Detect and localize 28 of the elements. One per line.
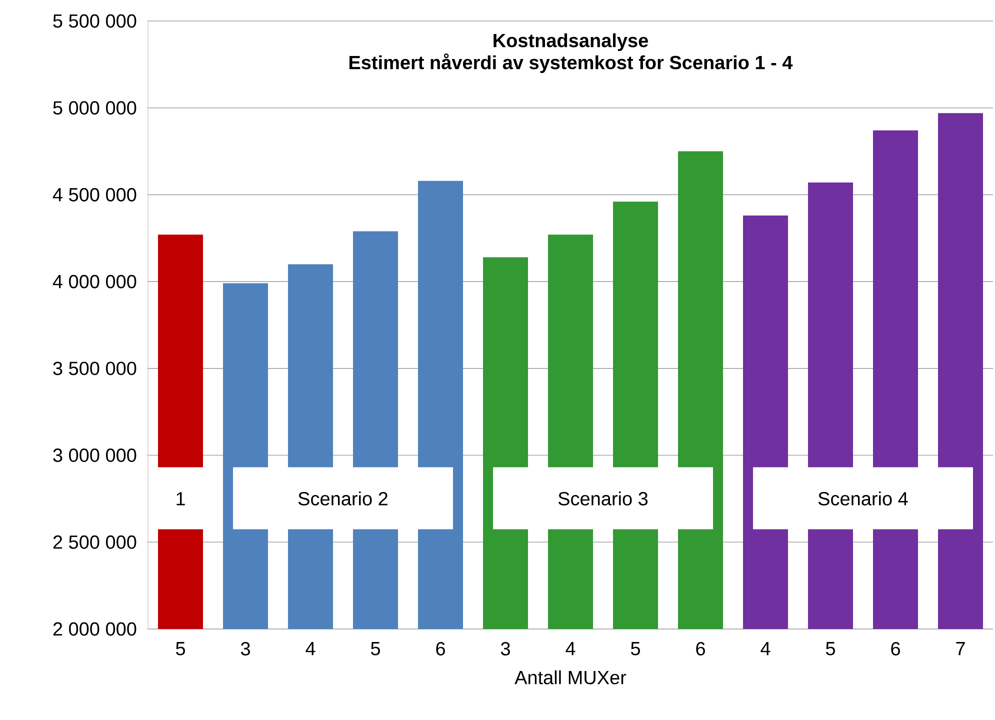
x-tick-label: 4 (306, 642, 316, 656)
y-tick-label: 2 000 000 (53, 622, 136, 636)
annotation: Scenario 4 (818, 492, 908, 506)
x-tick-label: 5 (826, 642, 835, 656)
text: Kostnadsanalyse (494, 33, 648, 52)
x-tick-label: 7 (956, 642, 965, 656)
x-tick-label: 5 (176, 642, 185, 656)
y-tick-label: 5 000 000 (53, 101, 136, 115)
x-tick-label: 6 (891, 642, 900, 656)
x-tick-label: 5 (630, 642, 640, 656)
x-tick-label: 4 (760, 642, 770, 656)
x-tick-label: 3 (500, 642, 510, 656)
x-tick-label: 6 (436, 642, 445, 656)
x-axis-title: Antall MUXer (514, 670, 626, 684)
x-tick-label: 5 (370, 642, 380, 656)
y-tick-label: 3 500 000 (53, 362, 136, 376)
annotation: Scenario 2 (298, 492, 388, 506)
annotation: 1 (176, 492, 185, 506)
x-tick-label: 4 (566, 642, 576, 656)
y-tick-label: 4 500 000 (52, 188, 136, 202)
y-tick-label: 5 500 000 (53, 14, 136, 28)
annotation: Scenario 3 (558, 492, 648, 506)
y-tick-label: 4 000 000 (52, 274, 136, 288)
y-tick-label: 2 500 000 (53, 535, 136, 549)
y-tick-label: 3 000 000 (53, 448, 136, 462)
x-tick-label: 6 (696, 642, 705, 656)
x-tick-label: 3 (240, 642, 250, 656)
text: Estimert nåverdi av systemkost for Scenario 1 - 4 (349, 53, 793, 74)
